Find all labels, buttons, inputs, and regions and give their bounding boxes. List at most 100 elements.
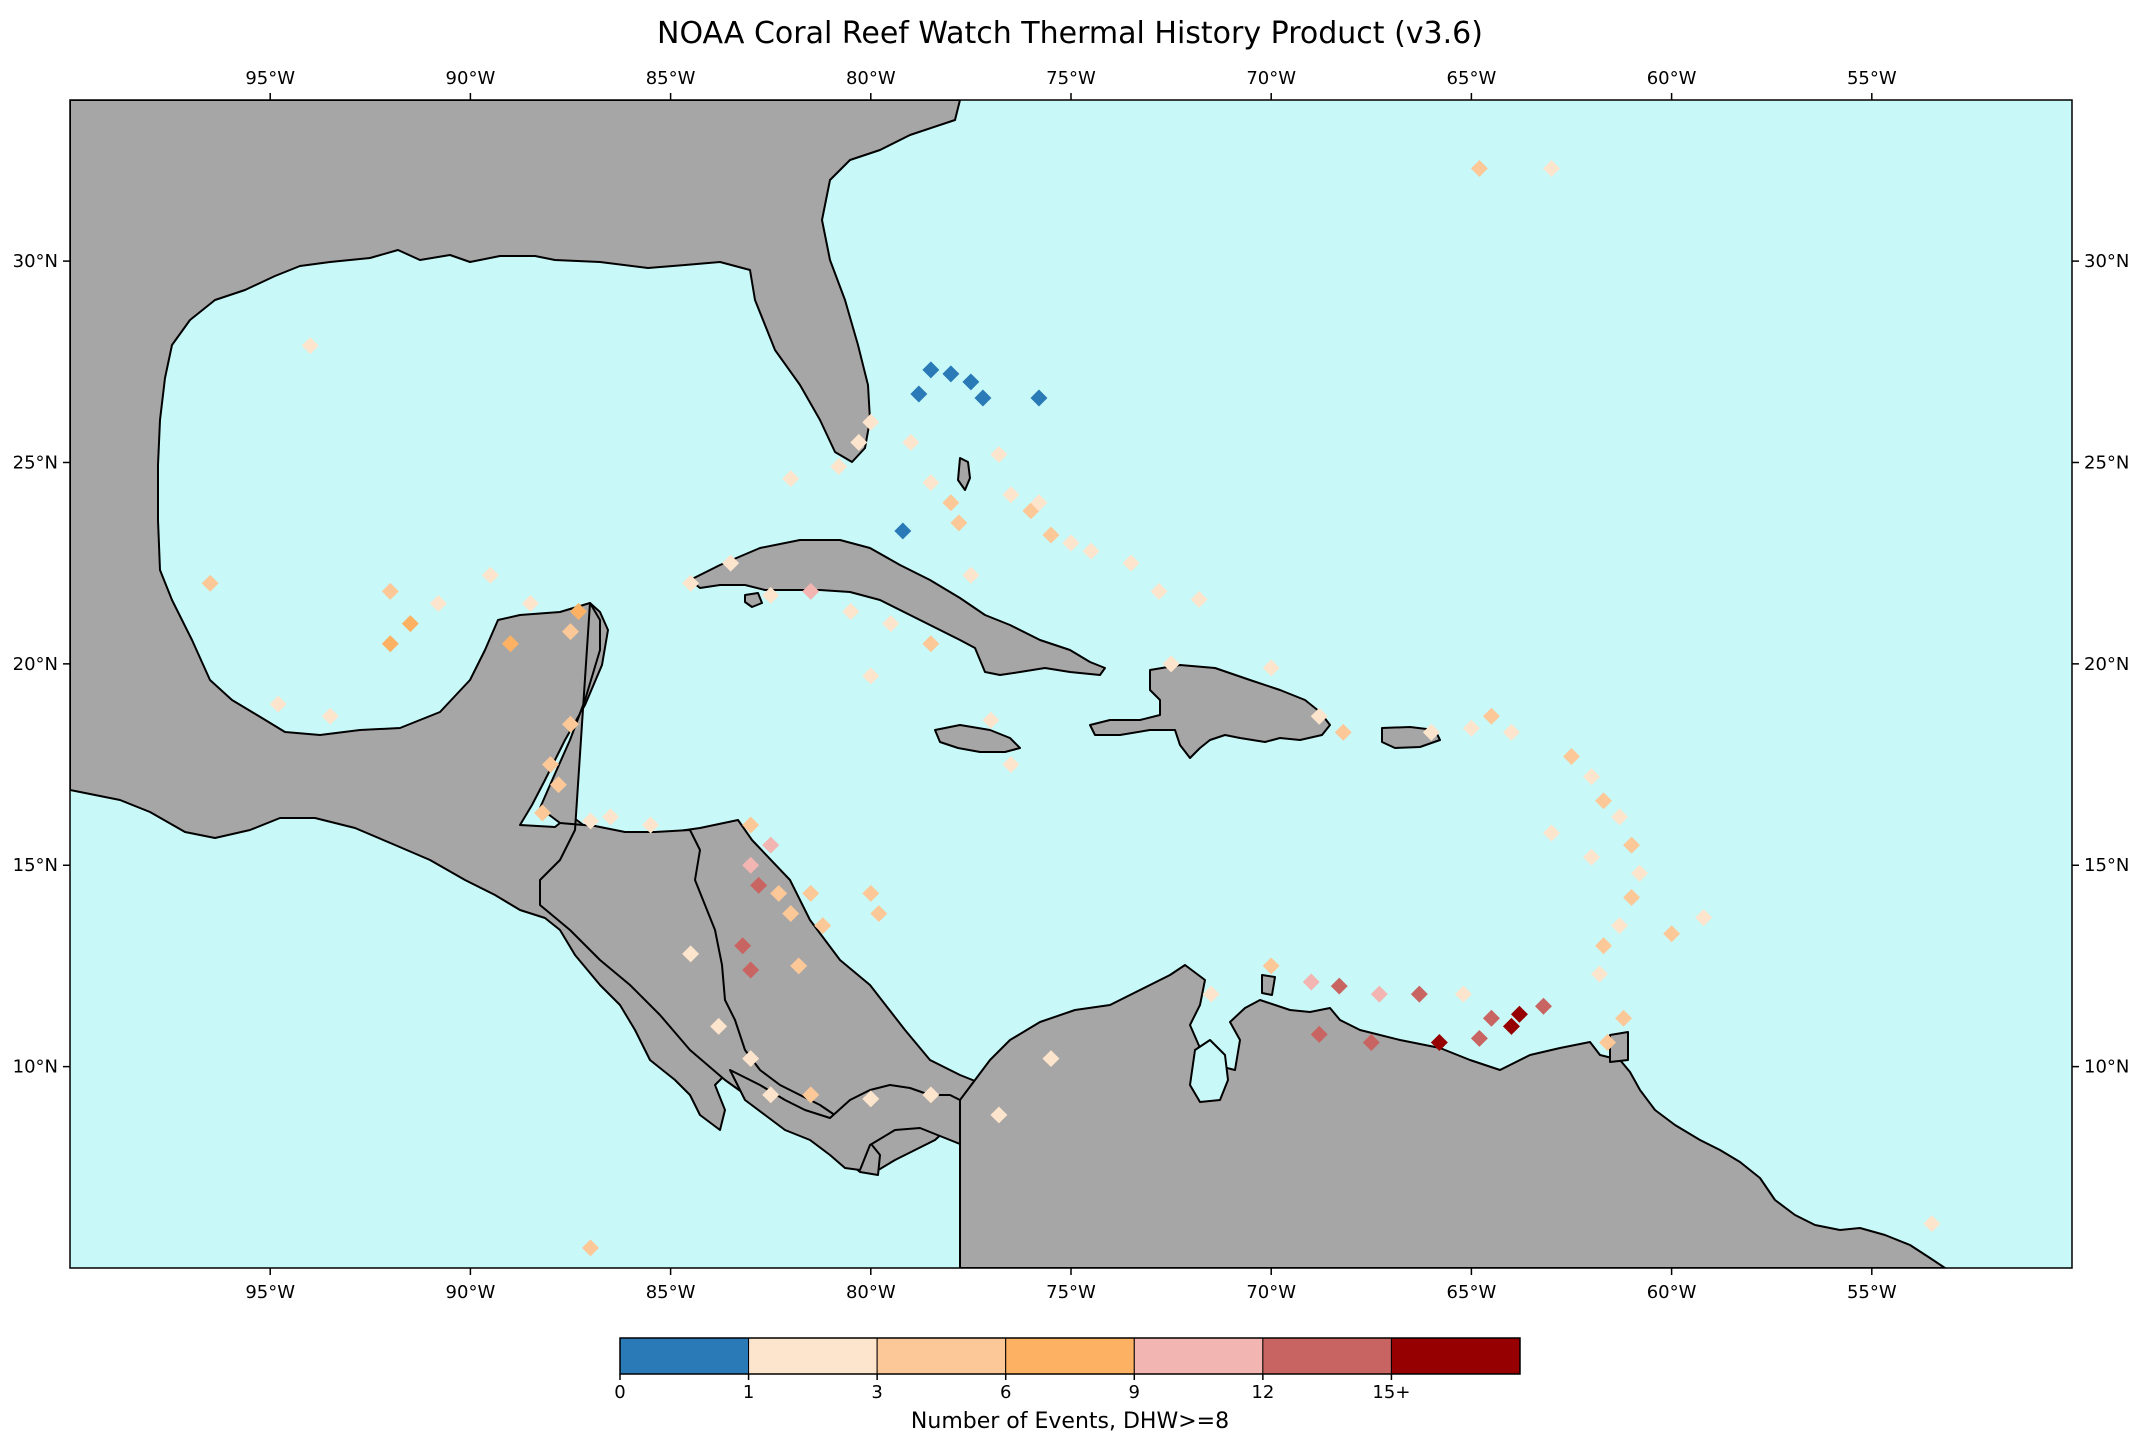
reef-event-marker [1923, 1215, 1941, 1233]
reef-event-marker [1310, 707, 1328, 725]
colorbar-tick-label: 1 [743, 1382, 754, 1403]
reef-event-marker [782, 905, 800, 923]
reef-event-marker [1162, 655, 1180, 673]
reef-event-marker [870, 905, 888, 923]
colorbar-tick-label: 6 [1000, 1382, 1011, 1403]
reef-event-marker [802, 884, 820, 902]
reef-event-marker [1563, 748, 1580, 765]
reef-event-marker [742, 1050, 760, 1068]
reef-event-marker [750, 876, 768, 894]
reef-event-marker [922, 635, 940, 653]
reef-event-marker [990, 445, 1008, 463]
reef-event-marker [762, 586, 780, 604]
lat-tick-right-label: 10°N [2084, 1057, 2129, 1078]
reef-event-marker [942, 494, 960, 512]
reef-event-marker [1482, 707, 1500, 725]
reef-event-marker [922, 361, 940, 379]
reef-event-marker [922, 1086, 940, 1104]
reef-event-marker [381, 582, 399, 600]
reef-event-marker [533, 804, 551, 822]
lon-tick-top-label: 65°W [1447, 68, 1497, 89]
reef-event-marker [682, 945, 700, 963]
reef-event-marker [642, 816, 660, 834]
lat-tick-right-label: 30°N [2084, 251, 2129, 272]
reef-event-marker [1470, 1029, 1488, 1047]
reef-event-marker [1631, 864, 1649, 882]
reef-event-marker [269, 695, 287, 713]
land-jamaica [934, 724, 1021, 753]
reef-event-marker [802, 1086, 820, 1104]
reef-event-marker [401, 615, 419, 633]
reef-event-marker [570, 603, 587, 620]
colorbar-bin [1262, 1337, 1392, 1375]
reef-event-marker [1454, 985, 1472, 1003]
lon-tick-bottom-label: 65°W [1447, 1282, 1497, 1303]
reef-event-marker [830, 458, 848, 475]
colorbar-bin [748, 1337, 878, 1375]
colorbar: 0 1 3 6 9 12 15+ [614, 1337, 1521, 1403]
reef-event-marker [1542, 824, 1560, 842]
lon-tick-top-label: 60°W [1647, 68, 1697, 89]
reef-event-marker [1510, 1005, 1528, 1023]
reef-event-marker [1190, 590, 1208, 608]
reef-event-marker [1611, 917, 1629, 935]
lat-tick-left-label: 10°N [13, 1057, 58, 1078]
reef-event-marker [862, 413, 880, 431]
reef-event-marker [790, 957, 808, 975]
reef-event-marker [722, 554, 740, 572]
reef-event-marker [1595, 792, 1613, 810]
lon-tick-bottom-label: 60°W [1647, 1282, 1697, 1303]
reef-event-marker [1002, 756, 1020, 774]
lon-tick-bottom-label: 90°W [446, 1282, 496, 1303]
reef-event-marker [1482, 1009, 1500, 1027]
reef-event-marker [910, 385, 928, 403]
reef-event-marker [1583, 848, 1601, 866]
lon-tick-top-label: 90°W [446, 68, 496, 89]
reef-event-marker [962, 373, 980, 391]
reef-event-marker [734, 937, 752, 955]
reef-event-marker [321, 707, 339, 725]
land-curacao [1261, 974, 1276, 996]
reef-event-marker [1430, 1033, 1448, 1051]
colorbar-bin [1005, 1337, 1135, 1375]
colorbar-bin [1133, 1337, 1264, 1375]
reef-event-marker [1663, 925, 1681, 943]
lon-tick-bottom-label: 70°W [1246, 1282, 1296, 1303]
reef-event-marker [802, 582, 820, 600]
reef-event-marker [550, 776, 567, 794]
reef-event-marker [882, 615, 900, 633]
colorbar-bin [876, 1337, 1007, 1375]
reef-event-marker [1362, 1033, 1380, 1051]
latitude-ticks-left: 10°N 15°N 20°N 25°N 30°N [13, 251, 70, 1078]
land-south-america [959, 964, 1946, 1268]
reef-event-marker [942, 365, 960, 383]
reef-event-marker [1695, 909, 1713, 927]
reef-event-marker [894, 522, 912, 540]
reef-event-marker [710, 1017, 728, 1035]
reef-event-marker [1462, 719, 1480, 737]
reef-event-marker [481, 566, 499, 584]
reef-event-marker [990, 1106, 1008, 1124]
reef-event-marker [1150, 582, 1168, 600]
reef-event-marker [742, 856, 760, 874]
reef-event-marker [974, 389, 992, 407]
reef-event-marker [1410, 985, 1428, 1003]
lat-tick-left-label: 25°N [13, 452, 58, 473]
reef-event-marker [922, 474, 940, 492]
reef-event-marker [782, 470, 800, 488]
reef-event-marker [429, 594, 447, 612]
reef-event-marker [1330, 977, 1348, 995]
lat-tick-left-label: 20°N [13, 654, 58, 675]
lat-tick-right-label: 20°N [2084, 654, 2129, 675]
reef-event-marker [850, 433, 868, 451]
reef-event-marker [1370, 985, 1388, 1003]
lon-tick-bottom-label: 95°W [245, 1282, 295, 1303]
reef-event-marker [862, 1090, 880, 1108]
reef-event-marker [842, 603, 860, 620]
lon-tick-bottom-label: 75°W [1046, 1282, 1096, 1303]
reef-event-marker [1062, 534, 1080, 552]
reef-event-marker [982, 711, 1000, 729]
land-trinidad [1609, 1031, 1629, 1063]
colorbar-tick-label: 12 [1251, 1382, 1274, 1403]
